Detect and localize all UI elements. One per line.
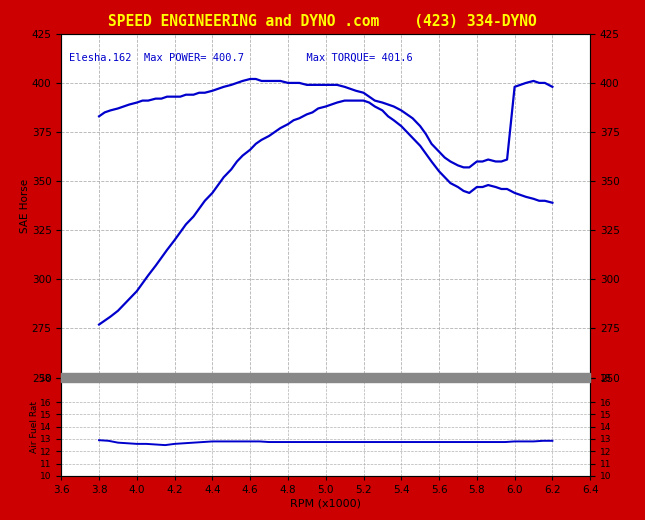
Text: SPEED ENGINEERING and DYNO .com    (423) 334-DYNO: SPEED ENGINEERING and DYNO .com (423) 33… <box>108 14 537 29</box>
Text: Elesha.162  Max POWER= 400.7          Max TORQUE= 401.6: Elesha.162 Max POWER= 400.7 Max TORQUE= … <box>69 53 413 63</box>
X-axis label: RPM (x1000): RPM (x1000) <box>290 499 361 509</box>
Y-axis label: SAE Horse: SAE Horse <box>20 179 30 233</box>
Y-axis label: Air Fuel Rat: Air Fuel Rat <box>30 401 39 453</box>
